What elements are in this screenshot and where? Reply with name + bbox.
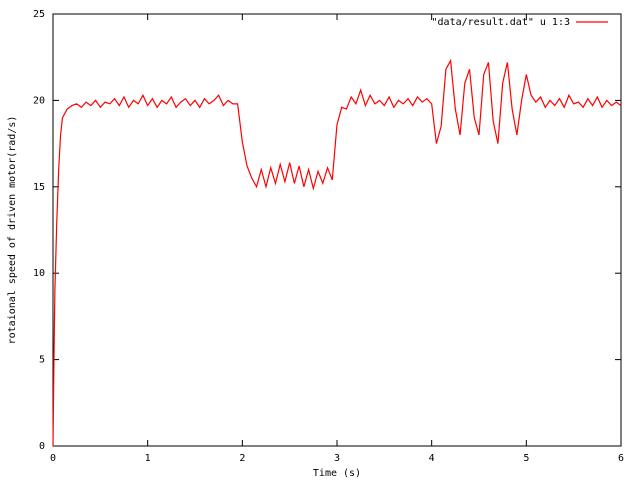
x-tick-label: 4 [429, 453, 435, 464]
legend-label: "data/result.dat" u 1:3 [432, 17, 570, 28]
y-tick-label: 10 [33, 268, 45, 279]
data-line [52, 58, 622, 447]
x-tick-label: 1 [145, 453, 151, 464]
x-tick-label: 0 [50, 453, 56, 464]
y-axis-label: rotaional speed of driven motor(rad/s) [7, 116, 18, 345]
x-tick-label: 6 [618, 453, 624, 464]
x-axis-label: Time (s) [313, 468, 361, 479]
x-tick-label: 3 [334, 453, 340, 464]
y-tick-label: 20 [33, 95, 45, 106]
x-tick-label: 5 [523, 453, 529, 464]
y-tick-label: 0 [39, 441, 45, 452]
y-tick-label: 25 [33, 9, 45, 20]
y-tick-label: 15 [33, 182, 45, 193]
x-tick-label: 2 [239, 453, 245, 464]
y-tick-label: 5 [39, 355, 45, 366]
